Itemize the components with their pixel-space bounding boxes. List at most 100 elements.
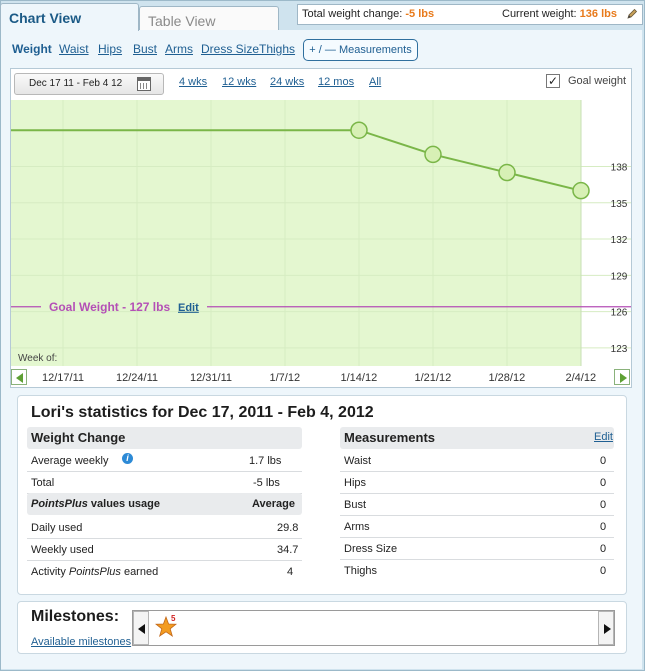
measurement-label: Thighs — [344, 565, 378, 577]
pencil-icon[interactable] — [626, 8, 638, 20]
available-milestones-link[interactable]: Available milestones — [31, 636, 132, 648]
y-tick-label: 126 — [611, 308, 628, 319]
tab-table-view[interactable]: Table View — [139, 6, 279, 30]
weight-summary: Total weight change: -5 lbs Current weig… — [297, 4, 643, 25]
goal-weight-label: Goal Weight - 127 lbs — [49, 300, 170, 314]
chart-prev-arrow[interactable] — [11, 369, 27, 385]
measure-tab-arms[interactable]: Arms — [165, 42, 193, 56]
x-tick-label: 1/28/12 — [488, 372, 526, 384]
measurement-row: Waist 0 — [340, 450, 614, 472]
current-weight-label: Current weight: — [502, 8, 577, 20]
measure-tab-weight[interactable]: Weight — [12, 42, 52, 56]
stat-value: 34.7 — [277, 544, 299, 556]
x-tick-label: 2/4/12 — [565, 372, 597, 384]
date-range-value: Dec 17 11 - Feb 4 12 — [29, 78, 123, 89]
measure-tab-thighs[interactable]: Thighs — [259, 42, 296, 56]
measurement-row: Thighs 0 — [340, 560, 614, 582]
chart-next-arrow[interactable] — [614, 369, 630, 385]
measure-tab-bust[interactable]: Bust — [133, 42, 158, 56]
y-tick-label: 132 — [611, 235, 628, 246]
stat-row-daily-used: Daily used 29.8 — [27, 517, 302, 539]
goal-weight-checkbox[interactable]: ✓ — [546, 74, 560, 88]
current-weight: Current weight: 136 lbs — [502, 5, 617, 24]
calendar-icon[interactable] — [137, 77, 151, 91]
plot-area — [11, 100, 581, 366]
milestones-strip — [132, 610, 615, 646]
current-weight-value: 136 lbs — [579, 8, 617, 20]
stat-value: 1.7 lbs — [249, 455, 282, 467]
weight-change-header: Weight Change — [27, 427, 302, 449]
range-12-months[interactable]: 12 mos — [318, 76, 355, 88]
measurement-row: Arms 0 — [340, 516, 614, 538]
stat-row-activity-earned: Activity PointsPlus earned 4 — [27, 561, 302, 583]
goal-edit-link[interactable]: Edit — [178, 302, 199, 314]
x-tick-label: 1/14/12 — [340, 372, 378, 384]
measurement-value: 0 — [600, 455, 607, 467]
range-all[interactable]: All — [369, 76, 382, 88]
measurement-label: Dress Size — [344, 543, 398, 555]
weight-chart: 123 126 129 132 135 138 Goal Weight - 127 lbs E… — [11, 100, 631, 366]
y-tick-label: 138 — [611, 163, 628, 174]
date-range-picker[interactable]: Dec 17 11 - Feb 4 12 — [14, 73, 164, 95]
stat-row-weekly-used: Weekly used 34.7 — [27, 539, 302, 561]
measurements-edit-link[interactable]: Edit — [594, 431, 613, 443]
y-tick-label: 129 — [611, 271, 628, 282]
measurement-value: 0 — [600, 477, 607, 489]
x-tick-label: 12/17/11 — [42, 372, 85, 384]
measurement-label: Bust — [344, 499, 367, 511]
points-usage-header-text: values usage — [87, 498, 160, 510]
stat-label: Weekly used — [31, 544, 94, 556]
statistics-title: Lori's statistics for Dec 17, 2011 - Feb… — [31, 404, 374, 421]
measurement-value: 0 — [600, 521, 607, 533]
measurement-row: Hips 0 — [340, 472, 614, 494]
total-change-value: -5 lbs — [405, 8, 435, 20]
goal-weight-toggle-label: Goal weight — [568, 75, 627, 87]
points-usage-header: PointsPlus values usage Average — [27, 493, 302, 515]
measure-tab-waist[interactable]: Waist — [59, 42, 89, 56]
x-tick-label: 12/24/11 — [116, 372, 159, 384]
data-point — [572, 181, 590, 200]
star-badge-icon[interactable] — [155, 616, 177, 638]
range-12-weeks[interactable]: 12 wks — [222, 76, 257, 88]
stat-row-average-weekly: Average weekly i 1.7 lbs — [27, 450, 302, 472]
milestones-prev-arrow[interactable] — [133, 611, 149, 645]
measure-tab-hips[interactable]: Hips — [98, 42, 123, 56]
measurements-button[interactable]: + / — Measurements — [303, 39, 418, 61]
milestones-next-arrow[interactable] — [598, 611, 614, 645]
stat-label: Activity PointsPlus earned — [31, 566, 159, 578]
stat-row-total: Total -5 lbs — [27, 472, 302, 494]
x-axis-label: Week of: — [18, 353, 57, 364]
measurement-label: Waist — [344, 455, 372, 467]
stat-value: -5 lbs — [253, 477, 280, 489]
x-tick-label: 12/31/11 — [190, 372, 233, 384]
x-tick-label: 1/7/12 — [269, 372, 301, 384]
stat-label: Daily used — [31, 522, 83, 534]
range-4-weeks[interactable]: 4 wks — [179, 76, 208, 88]
stat-label: Total — [31, 477, 55, 489]
measurement-label: Arms — [344, 521, 370, 533]
stat-value: 4 — [287, 566, 294, 578]
x-tick-label: 1/21/12 — [414, 372, 452, 384]
measure-tab-dress-size[interactable]: Dress Size — [201, 42, 260, 56]
measurement-row: Bust 0 — [340, 494, 614, 516]
measurement-value: 0 — [600, 543, 607, 555]
points-plus-brand: PointsPlus — [31, 498, 88, 510]
range-24-weeks[interactable]: 24 wks — [270, 76, 305, 88]
data-point — [424, 145, 442, 164]
stat-value: 29.8 — [277, 522, 299, 534]
y-tick-label: 135 — [611, 199, 628, 210]
series-line — [11, 129, 582, 192]
measurements-header: Measurements — [340, 427, 614, 449]
tab-chart-view[interactable]: Chart View — [0, 3, 139, 31]
average-column-header: Average — [252, 498, 296, 510]
data-point — [498, 163, 516, 182]
measurement-row: Dress Size 0 — [340, 538, 614, 560]
star-badge-count: 5 — [171, 614, 176, 623]
data-point — [350, 121, 368, 139]
stat-label: Average weekly — [31, 455, 109, 467]
total-change-label: Total weight change: — [302, 8, 403, 20]
measurement-value: 0 — [600, 499, 607, 511]
info-icon[interactable]: i — [122, 453, 133, 464]
y-tick-label: 123 — [611, 344, 628, 355]
measurement-label: Hips — [344, 477, 367, 489]
